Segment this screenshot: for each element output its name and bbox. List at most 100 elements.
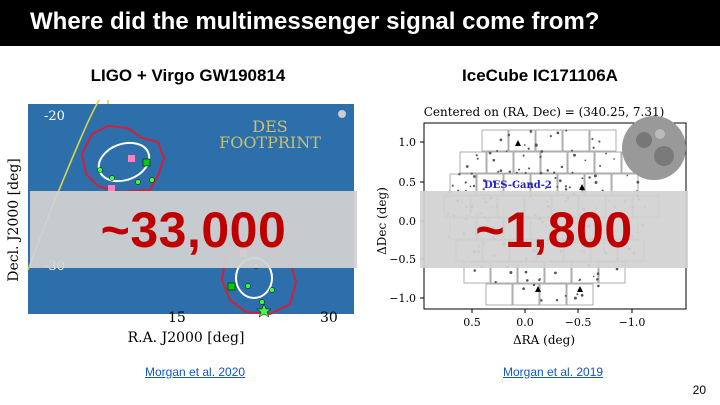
catalog-source-dot [509, 271, 513, 274]
left-overlay-band: ~33,000 [30, 191, 357, 268]
catalog-source-dot [529, 130, 533, 133]
catalog-source-dot [522, 154, 525, 157]
des-label-line1: DES [252, 117, 287, 136]
catalog-source-dot [534, 143, 538, 147]
dec-tick-label: 1.0 [399, 136, 417, 149]
ra-tick-label: −0.5 [565, 316, 592, 329]
ra-axis-label: R.A. J2000 [deg] [128, 330, 245, 346]
des-tile [513, 151, 541, 174]
catalog-source-dot [497, 170, 500, 173]
ra-tick-label: −1.0 [619, 316, 646, 329]
catalog-source-dot [565, 129, 568, 132]
catalog-source-dot [584, 159, 587, 162]
catalog-source-dot [539, 171, 543, 175]
candidate-square [227, 282, 236, 291]
left-heading: LIGO + Virgo GW190814 [90, 66, 286, 85]
catalog-source-dot [573, 296, 577, 300]
catalog-source-dot [488, 151, 492, 155]
catalog-source-dot [626, 174, 629, 177]
catalog-source-dot [476, 157, 479, 160]
catalog-source-dot [599, 164, 602, 167]
slide-title: Where did the multimessenger signal come… [30, 8, 600, 35]
catalog-source-dot [570, 149, 574, 152]
candidate-dot [259, 299, 265, 305]
des-tile [486, 151, 514, 174]
catalog-source-dot [499, 138, 503, 142]
des-tile [594, 151, 622, 174]
ra-tick-label: 15 [168, 310, 186, 326]
des-label-line2: FOOTPRINT [219, 133, 321, 152]
catalog-source-dot [492, 180, 495, 183]
dec-tick-label: −0.5 [389, 253, 416, 266]
catalog-source-dot [465, 165, 469, 168]
catalog-source-dot [555, 299, 559, 302]
moon-marker [338, 110, 346, 118]
catalog-source-dot [508, 170, 511, 173]
catalog-source-dot [475, 154, 478, 157]
candidate-marker [515, 140, 521, 146]
page-number: 20 [692, 383, 706, 397]
catalog-source-dot [529, 182, 532, 186]
catalog-source-dot [549, 135, 552, 138]
catalog-source-dot [469, 185, 472, 188]
catalog-source-dot [554, 176, 557, 180]
catalog-source-dot [527, 167, 531, 170]
dec-axis-label: Decl. J2000 [deg] [6, 158, 22, 282]
des-tile [589, 129, 617, 152]
dec-tick-label: 0.0 [399, 215, 417, 228]
catalog-source-dot [540, 150, 544, 153]
catalog-source-dot [571, 171, 574, 174]
left-reference-link[interactable]: Morgan et al. 2020 [145, 365, 246, 379]
moon-crater [655, 129, 665, 139]
catalog-source-dot [492, 158, 496, 162]
catalog-source-dot [615, 267, 619, 271]
catalog-source-dot [482, 188, 485, 191]
dec-tick-label: 0.5 [399, 176, 417, 189]
des-tile [459, 151, 487, 174]
des-tile [508, 129, 536, 152]
catalog-source-dot [532, 283, 536, 287]
candidate-square [108, 185, 115, 192]
candidate-marker [577, 286, 583, 292]
candidate-square [142, 158, 151, 167]
catalog-source-dot [556, 185, 559, 188]
catalog-source-dot [596, 272, 600, 276]
catalog-source-dot [458, 173, 461, 176]
catalog-source-dot [592, 146, 595, 149]
moon-crater [636, 132, 652, 148]
right-reference-link[interactable]: Morgan et al. 2019 [503, 365, 604, 379]
candidate-marker [579, 184, 585, 190]
catalog-source-dot [564, 188, 568, 191]
catalog-source-dot [494, 280, 497, 284]
catalog-source-dot [573, 153, 576, 157]
moon-image [622, 116, 686, 180]
catalog-source-dot [598, 140, 601, 143]
catalog-source-dot [451, 184, 454, 187]
des-tile [562, 129, 590, 152]
catalog-source-dot [539, 155, 542, 159]
catalog-source-dot [581, 177, 584, 180]
des-tile [535, 129, 563, 152]
catalog-source-dot [470, 172, 473, 175]
catalog-source-dot [578, 279, 581, 282]
catalog-source-dot [473, 269, 476, 272]
catalog-source-dot [483, 179, 486, 183]
catalog-source-dot [592, 275, 595, 278]
des-tile [485, 283, 513, 306]
catalog-source-dot [524, 171, 527, 174]
catalog-source-dot [499, 169, 503, 173]
catalog-source-dot [464, 181, 467, 184]
left-overlay-value: ~33,000 [100, 201, 287, 258]
des-tile [512, 283, 540, 306]
catalog-source-dot [515, 171, 518, 174]
catalog-source-dot [517, 184, 520, 187]
catalog-source-dot [505, 150, 508, 153]
catalog-source-dot [558, 179, 562, 183]
catalog-source-dot [556, 131, 560, 135]
plot-title: Centered on (RA, Dec) = (340.25, 7.31) [424, 105, 665, 119]
catalog-source-dot [636, 180, 640, 184]
catalog-source-dot [580, 293, 584, 297]
catalog-source-dot [507, 133, 511, 137]
catalog-source-dot [472, 184, 476, 188]
catalog-source-dot [546, 169, 549, 172]
